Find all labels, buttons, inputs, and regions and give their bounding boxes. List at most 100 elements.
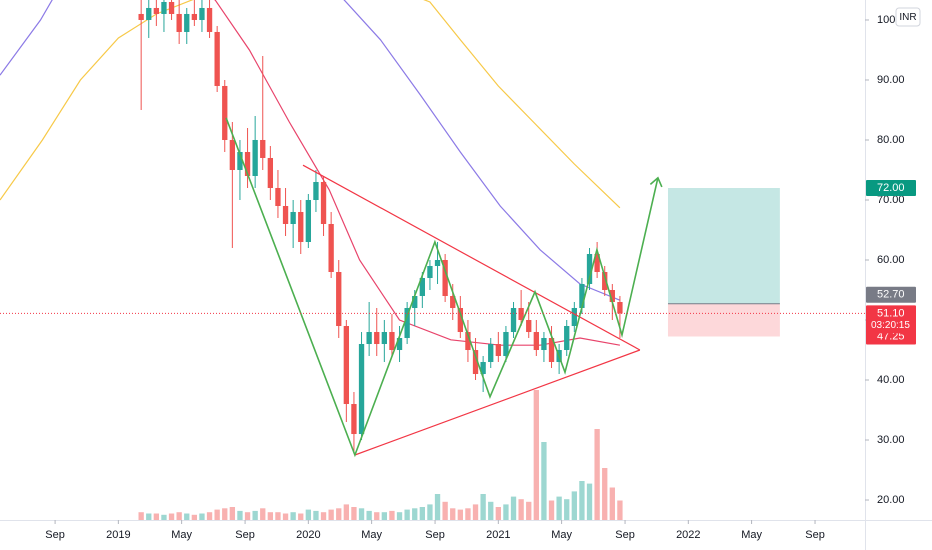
candle-body bbox=[214, 31, 220, 86]
volume-bar bbox=[366, 510, 372, 520]
volume-bar bbox=[328, 509, 334, 520]
moving-average bbox=[214, 0, 621, 346]
x-tick-label: 2021 bbox=[486, 529, 510, 541]
candle-body bbox=[199, 7, 205, 20]
volume-bar bbox=[336, 508, 342, 520]
volume-bar bbox=[533, 390, 539, 520]
y-tick-label: 60.00 bbox=[877, 254, 905, 266]
candle-body bbox=[328, 223, 334, 273]
x-tick-label: Sep bbox=[45, 529, 65, 541]
moving-average bbox=[0, 0, 621, 209]
currency-box[interactable] bbox=[895, 7, 921, 27]
volume-bar bbox=[472, 504, 479, 520]
zigzag-pattern bbox=[225, 117, 659, 458]
volume-bar bbox=[191, 514, 198, 520]
price-tag-label: 47.25 bbox=[877, 330, 905, 342]
volume-bar bbox=[609, 487, 615, 520]
loss-zone bbox=[667, 303, 780, 337]
candle-body bbox=[465, 332, 471, 351]
volume-bar bbox=[594, 429, 600, 520]
volume-bar bbox=[176, 512, 182, 520]
volume-bar bbox=[510, 496, 517, 520]
volume-bar bbox=[275, 512, 281, 520]
volume-bar bbox=[298, 513, 304, 520]
candle-body bbox=[366, 332, 372, 345]
candle-body bbox=[617, 302, 623, 314]
candle-body bbox=[594, 253, 600, 273]
volume-bar bbox=[222, 508, 228, 520]
x-tick-label: 2020 bbox=[296, 529, 320, 541]
candle-body bbox=[396, 338, 403, 351]
volume-bar bbox=[282, 513, 289, 520]
currency-label[interactable]: INR bbox=[899, 12, 916, 23]
candle-body bbox=[343, 326, 350, 405]
candle-body bbox=[564, 326, 570, 351]
candle-body bbox=[412, 296, 418, 309]
volume-bar bbox=[541, 442, 547, 520]
candle-body bbox=[313, 181, 319, 200]
plot-area bbox=[0, 0, 865, 520]
candle-body bbox=[533, 332, 539, 351]
candle-body bbox=[138, 13, 144, 20]
x-tick-label: May bbox=[551, 529, 572, 541]
candle-body bbox=[176, 13, 182, 32]
price-tag bbox=[866, 305, 916, 334]
currency-button[interactable]: INR bbox=[895, 7, 921, 27]
volume-bar bbox=[564, 499, 570, 520]
volume-bar bbox=[267, 512, 274, 520]
candle-body bbox=[184, 13, 190, 32]
volume-bar bbox=[320, 512, 327, 520]
volume-bar bbox=[450, 508, 456, 520]
candle-body bbox=[358, 344, 365, 435]
y-tick-label: 80.00 bbox=[877, 134, 905, 146]
volume-bar bbox=[586, 483, 593, 520]
price-tag bbox=[866, 179, 916, 196]
candle-body bbox=[290, 211, 296, 224]
volume-bar bbox=[556, 496, 562, 520]
volume-bar bbox=[138, 512, 144, 520]
candle-body bbox=[419, 278, 425, 297]
volume-bar bbox=[548, 500, 555, 520]
candle-body bbox=[389, 332, 395, 351]
candle-body bbox=[602, 272, 608, 291]
volume-bar bbox=[260, 508, 266, 520]
volume-bar bbox=[404, 509, 410, 520]
volume-bar bbox=[480, 494, 486, 520]
candle-body bbox=[206, 7, 213, 32]
candle-body bbox=[237, 151, 243, 170]
x-tick-label: Sep bbox=[805, 529, 825, 541]
volume-bar bbox=[229, 507, 236, 520]
volume-bar bbox=[252, 510, 258, 520]
volume-bar bbox=[168, 513, 175, 520]
candle-body bbox=[381, 332, 387, 345]
volume-bar bbox=[427, 504, 433, 520]
x-tick-label: Sep bbox=[615, 529, 635, 541]
volume-bar bbox=[526, 501, 532, 520]
candle-body bbox=[472, 350, 479, 375]
candle-body bbox=[275, 187, 281, 206]
volume-bar bbox=[214, 509, 220, 520]
candle-body bbox=[282, 205, 289, 224]
candle-body bbox=[229, 139, 236, 170]
y-tick-label: 30.00 bbox=[877, 434, 905, 446]
x-tick-label: Sep bbox=[235, 529, 255, 541]
moving-average bbox=[0, 0, 621, 301]
volume-bar bbox=[579, 481, 585, 520]
profit-zone bbox=[667, 187, 780, 304]
candle-body bbox=[488, 344, 494, 363]
candle-body bbox=[305, 199, 312, 242]
volume-bar bbox=[313, 510, 319, 520]
volume-bar bbox=[290, 512, 296, 520]
trendline bbox=[354, 349, 641, 456]
candle-body bbox=[442, 260, 448, 297]
x-tick-label: May bbox=[361, 529, 382, 541]
candle-body bbox=[526, 320, 532, 333]
candle-body bbox=[320, 181, 327, 224]
volume-bar bbox=[305, 509, 312, 520]
volume-bar bbox=[358, 508, 365, 520]
candle-body bbox=[260, 139, 266, 158]
candle-body bbox=[503, 332, 509, 357]
